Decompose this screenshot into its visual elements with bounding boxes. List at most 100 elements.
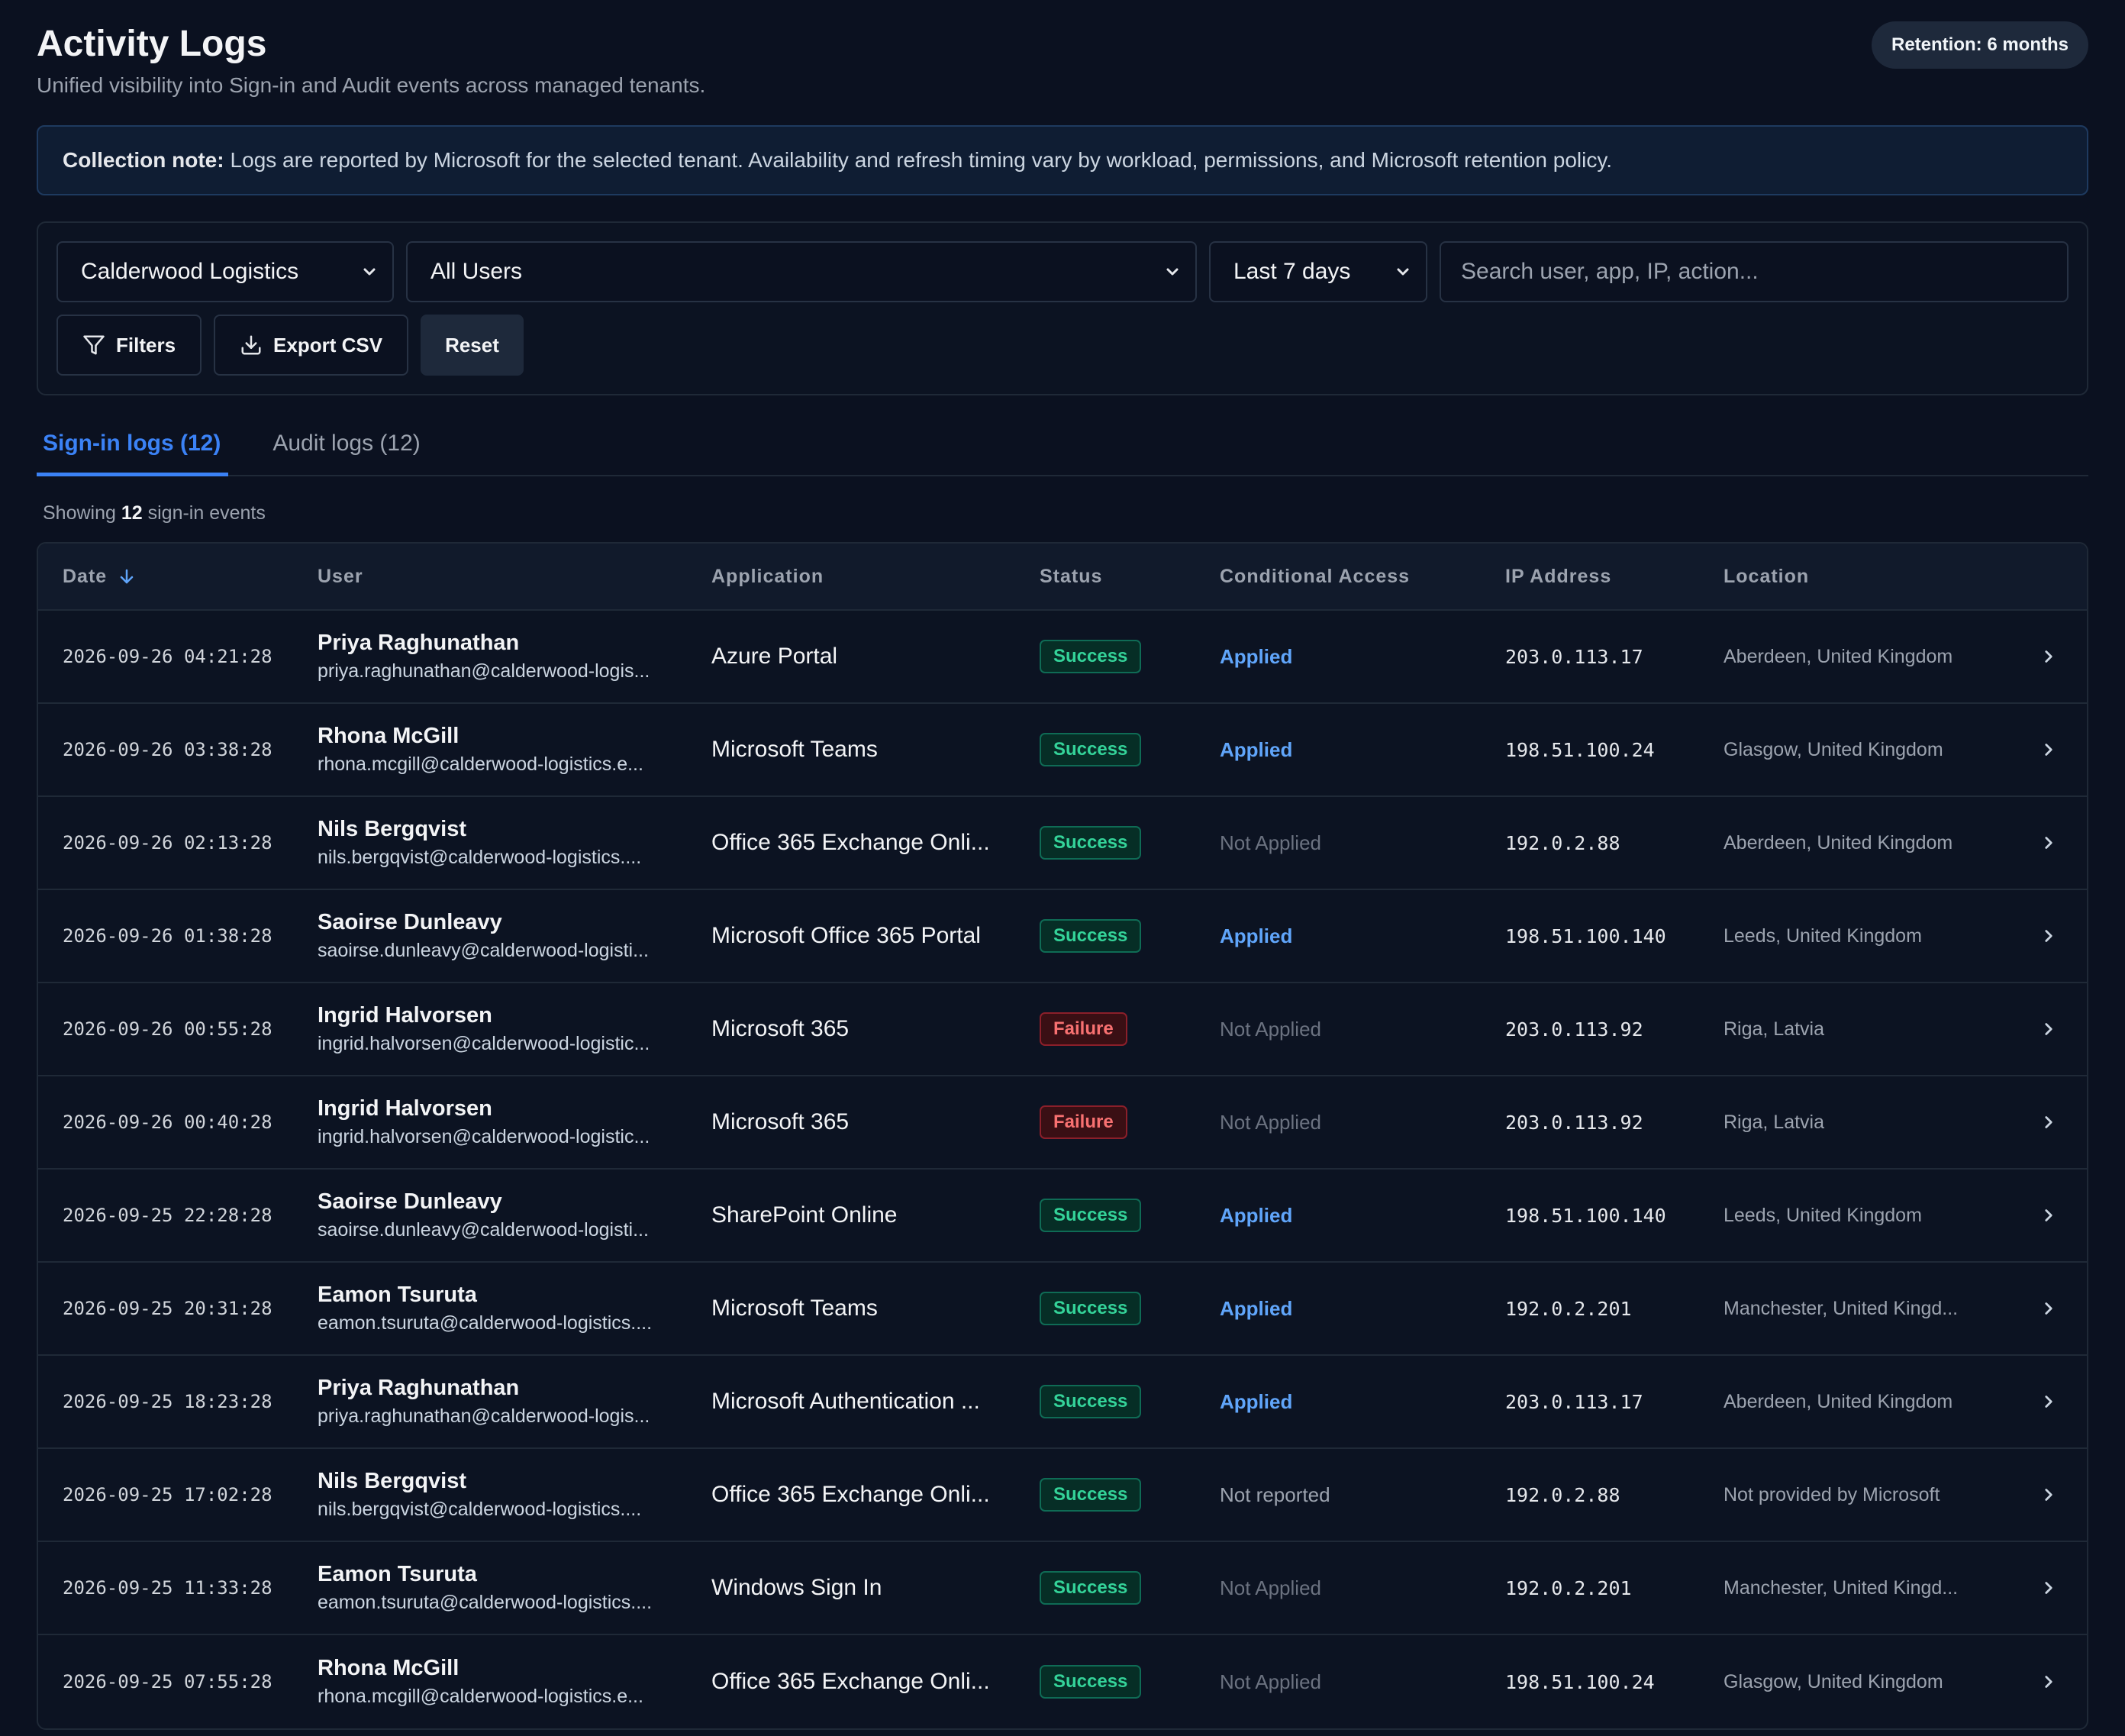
notice-text: Logs are reported by Microsoft for the s… <box>230 148 1613 172</box>
page-header: Activity Logs Unified visibility into Si… <box>37 0 2088 98</box>
sort-descending-icon <box>120 569 134 584</box>
status-badge: Success <box>1040 1478 1142 1512</box>
page-title: Activity Logs <box>37 24 267 64</box>
status-badge: Success <box>1040 1385 1142 1418</box>
location: Glasgow, United Kingdom <box>1724 1670 1943 1692</box>
conditional-access-value: Applied <box>1220 1389 1293 1413</box>
application-name: Microsoft 365 <box>711 1109 850 1134</box>
table-row[interactable]: 2026-09-26 02:13:28 Nils Bergqvist nils.… <box>38 797 2087 890</box>
event-date: 2026-09-26 02:13:28 <box>63 832 272 853</box>
event-date: 2026-09-26 04:21:28 <box>63 646 272 667</box>
application-name: Microsoft Teams <box>711 1296 878 1321</box>
table-row[interactable]: 2026-09-25 07:55:28 Rhona McGill rhona.m… <box>38 1635 2087 1728</box>
column-header-conditional-access[interactable]: Conditional Access <box>1220 565 1411 587</box>
column-header-application[interactable]: Application <box>711 565 824 587</box>
application-name: Office 365 Exchange Onli... <box>711 830 990 855</box>
user-email: eamon.tsuruta@calderwood-logistics.... <box>318 1312 653 1334</box>
ip-address: 203.0.113.92 <box>1505 1111 1643 1134</box>
conditional-access-value: Not Applied <box>1220 1017 1321 1041</box>
tenant-select-value: Calderwood Logistics <box>81 259 299 284</box>
table-row[interactable]: 2026-09-25 17:02:28 Nils Bergqvist nils.… <box>38 1449 2087 1542</box>
table-row[interactable]: 2026-09-26 04:21:28 Priya Raghunathan pr… <box>38 611 2087 704</box>
event-date: 2026-09-26 01:38:28 <box>63 925 272 947</box>
column-header-status[interactable]: Status <box>1040 565 1103 587</box>
filters-button[interactable]: Filters <box>56 315 202 376</box>
table-row[interactable]: 2026-09-26 00:40:28 Ingrid Halvorsen ing… <box>38 1076 2087 1170</box>
chevron-right-icon[interactable] <box>2039 1205 2059 1225</box>
user-name: Ingrid Halvorsen <box>318 1096 492 1121</box>
table-row[interactable]: 2026-09-25 20:31:28 Eamon Tsuruta eamon.… <box>38 1263 2087 1356</box>
table-row[interactable]: 2026-09-25 22:28:28 Saoirse Dunleavy sao… <box>38 1170 2087 1263</box>
status-badge: Failure <box>1040 1012 1127 1046</box>
event-date: 2026-09-25 20:31:28 <box>63 1298 272 1319</box>
table-row[interactable]: 2026-09-26 01:38:28 Saoirse Dunleavy sao… <box>38 890 2087 983</box>
user-name: Rhona McGill <box>318 724 460 748</box>
user-email: eamon.tsuruta@calderwood-logistics.... <box>318 1592 653 1613</box>
collection-notice: Collection note: Logs are reported by Mi… <box>37 125 2088 195</box>
event-date: 2026-09-25 22:28:28 <box>63 1205 272 1226</box>
chevron-right-icon[interactable] <box>2039 1392 2059 1412</box>
download-icon <box>241 335 261 355</box>
ip-address: 192.0.2.201 <box>1505 1297 1632 1320</box>
application-name: Microsoft Authentication ... <box>711 1389 980 1414</box>
user-select-value: All Users <box>430 259 523 284</box>
table-row[interactable]: 2026-09-25 18:23:28 Priya Raghunathan pr… <box>38 1356 2087 1449</box>
table-row[interactable]: 2026-09-26 03:38:28 Rhona McGill rhona.m… <box>38 704 2087 797</box>
application-name: Microsoft Office 365 Portal <box>711 923 981 948</box>
chevron-right-icon[interactable] <box>2039 1578 2059 1598</box>
table-row[interactable]: 2026-09-25 11:33:28 Eamon Tsuruta eamon.… <box>38 1542 2087 1635</box>
tab-audit-logs[interactable]: Audit logs (12) <box>272 431 421 456</box>
results-summary: Showing 12 sign-in events <box>37 502 2088 533</box>
chevron-right-icon[interactable] <box>2039 1299 2059 1318</box>
chevron-right-icon[interactable] <box>2039 1485 2059 1505</box>
status-badge: Success <box>1040 1199 1142 1232</box>
user-name: Saoirse Dunleavy <box>318 1189 502 1214</box>
filter-actions: Filters Export CSV Reset <box>56 315 2069 376</box>
column-header-date[interactable]: Date <box>38 566 318 588</box>
event-date: 2026-09-25 11:33:28 <box>63 1577 272 1599</box>
status-badge: Success <box>1040 1665 1142 1699</box>
chevron-right-icon[interactable] <box>2039 1672 2059 1692</box>
application-name: Microsoft 365 <box>711 1016 850 1041</box>
search-input[interactable] <box>1461 259 2047 285</box>
chevron-right-icon[interactable] <box>2039 1112 2059 1132</box>
page-subtitle: Unified visibility into Sign-in and Audi… <box>37 73 706 97</box>
user-name: Rhona McGill <box>318 1656 460 1680</box>
user-email: saoirse.dunleavy@calderwood-logisti... <box>318 1219 649 1241</box>
application-name: Office 365 Exchange Onli... <box>711 1482 990 1507</box>
user-name: Priya Raghunathan <box>318 1376 520 1400</box>
status-badge: Success <box>1040 826 1142 860</box>
ip-address: 198.51.100.140 <box>1505 924 1666 947</box>
user-select[interactable]: All Users <box>406 241 1197 302</box>
user-email: priya.raghunathan@calderwood-logis... <box>318 660 650 682</box>
column-header-location[interactable]: Location <box>1724 565 1810 587</box>
reset-button[interactable]: Reset <box>421 315 524 376</box>
tenant-select[interactable]: Calderwood Logistics <box>56 241 394 302</box>
chevron-right-icon[interactable] <box>2039 647 2059 666</box>
search-field[interactable] <box>1440 241 2069 302</box>
user-name: Nils Bergqvist <box>318 1469 466 1493</box>
location: Aberdeen, United Kingdom <box>1724 831 1953 853</box>
column-header-user[interactable]: User <box>318 565 363 587</box>
chevron-right-icon[interactable] <box>2039 833 2059 853</box>
chevron-right-icon[interactable] <box>2039 740 2059 760</box>
table-row[interactable]: 2026-09-26 00:55:28 Ingrid Halvorsen ing… <box>38 983 2087 1076</box>
status-badge: Failure <box>1040 1105 1127 1139</box>
ip-address: 192.0.2.88 <box>1505 1483 1620 1506</box>
user-email: nils.bergqvist@calderwood-logistics.... <box>318 847 642 868</box>
conditional-access-value: Not Applied <box>1220 1110 1321 1134</box>
chevron-right-icon[interactable] <box>2039 1019 2059 1039</box>
conditional-access-value: Applied <box>1220 1203 1293 1227</box>
chevron-down-icon <box>1166 268 1179 276</box>
tab-sign-in-logs[interactable]: Sign-in logs (12) <box>37 415 229 476</box>
chevron-down-icon <box>1397 268 1409 276</box>
date-range-select[interactable]: Last 7 days <box>1209 241 1427 302</box>
column-header-ip-address[interactable]: IP Address <box>1505 565 1612 587</box>
conditional-access-value: Applied <box>1220 644 1293 668</box>
location: Manchester, United Kingd... <box>1724 1297 1959 1319</box>
user-email: nils.bergqvist@calderwood-logistics.... <box>318 1499 642 1520</box>
export-csv-button[interactable]: Export CSV <box>214 315 409 376</box>
conditional-access-value: Not Applied <box>1220 1670 1321 1693</box>
chevron-right-icon[interactable] <box>2039 926 2059 946</box>
chevron-down-icon <box>363 268 376 276</box>
